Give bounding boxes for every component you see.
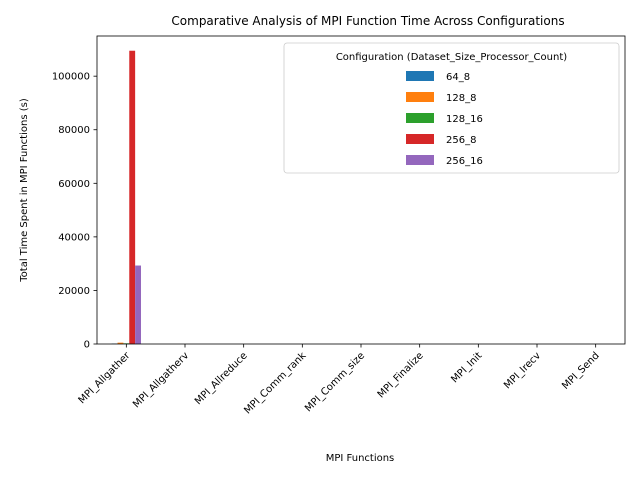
- x-tick-label: MPI_Irecv: [502, 350, 543, 391]
- y-tick-label: 40000: [58, 232, 90, 243]
- legend-label-64_8: 64_8: [446, 72, 470, 83]
- legend-label-256_8: 256_8: [446, 135, 476, 146]
- legend-swatch-256_8: [406, 134, 434, 144]
- legend-title: Configuration (Dataset_Size_Processor_Co…: [336, 52, 567, 63]
- bar-128_8-MPI_Allgather: [117, 342, 124, 344]
- legend-box: [283, 42, 620, 174]
- y-tick-label: 60000: [58, 179, 90, 190]
- legend-label-128_16: 128_16: [446, 114, 483, 125]
- y-tick-label: 20000: [58, 286, 90, 297]
- y-tick-label: 0: [84, 340, 90, 351]
- x-tick-label: MPI_Init: [449, 350, 484, 385]
- x-tick-label: MPI_Finalize: [376, 350, 426, 400]
- x-tick-label: MPI_Allgather: [77, 350, 133, 406]
- bar-256_16-MPI_Allgather: [135, 265, 141, 344]
- y-axis-label: Total Time Spent in MPI Functions (s): [19, 98, 30, 283]
- legend-label-256_16: 256_16: [446, 156, 483, 167]
- y-tick-label: 80000: [58, 125, 90, 136]
- x-tick-label: MPI_Send: [560, 350, 602, 392]
- x-tick-label: MPI_Allreduce: [193, 350, 250, 407]
- x-tick-label: MPI_Allgatherv: [131, 350, 191, 410]
- bar-256_8-MPI_Allgather: [129, 50, 136, 344]
- legend-swatch-128_16: [406, 113, 434, 123]
- legend-label-128_8: 128_8: [446, 93, 476, 104]
- x-axis-label: MPI Functions: [326, 453, 395, 464]
- x-tick-label: MPI_Comm_rank: [242, 350, 308, 416]
- legend: Configuration (Dataset_Size_Processor_Co…: [283, 42, 620, 174]
- legend-swatch-128_8: [406, 92, 434, 102]
- x-tick-label: MPI_Comm_size: [303, 350, 367, 414]
- chart-title: Comparative Analysis of MPI Function Tim…: [171, 14, 564, 28]
- bars-layer: [111, 50, 141, 344]
- y-tick-label: 100000: [52, 72, 90, 83]
- legend-swatch-256_16: [406, 155, 434, 165]
- legend-swatch-64_8: [406, 71, 434, 81]
